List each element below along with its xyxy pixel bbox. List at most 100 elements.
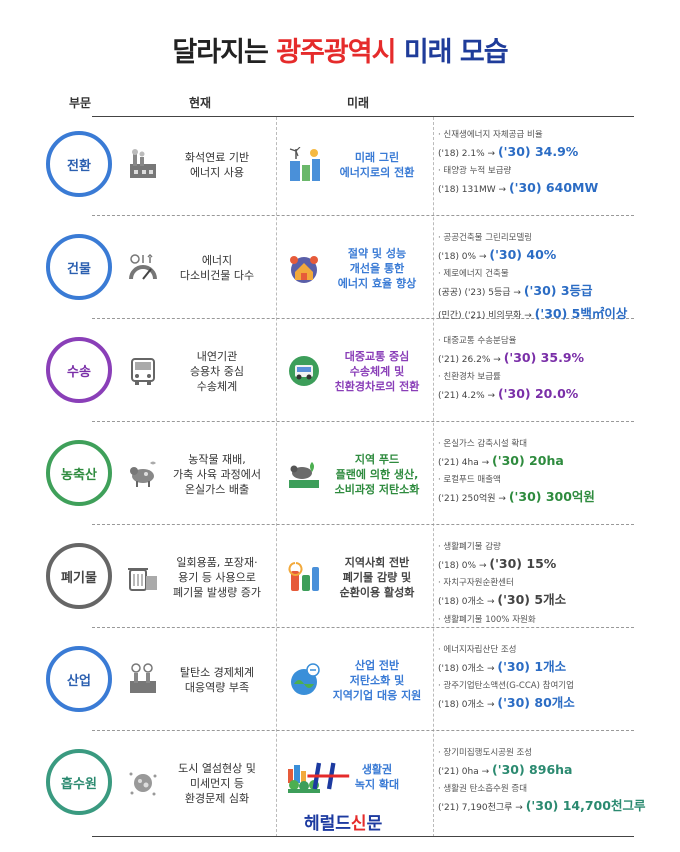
row-energy-transition: 전환 화석연료 기반 에너지 사용 미래 그린 에너지로의 전환 · 신재생에너… xyxy=(0,113,680,217)
stats-cell: · 공공건축물 그린리모델링 ('18) 0% → ('30) 40% · 제로… xyxy=(438,232,638,327)
header-divider xyxy=(92,116,634,117)
sector-badge: 건물 xyxy=(46,234,112,300)
current-cell: 화석연료 기반 에너지 사용 xyxy=(124,127,274,203)
stat-value: ('21) 7,190천그루 → ('30) 14,700천그루 xyxy=(438,798,646,813)
renewable-energy-icon xyxy=(289,147,320,181)
energy-gauge-icon xyxy=(129,253,157,280)
stat-label: · 친환경차 보급률 xyxy=(438,372,501,382)
title-part-2: 광주광역시 xyxy=(276,37,396,68)
sector-badge: 폐기물 xyxy=(46,543,112,609)
current-text: 도시 열섬현상 및 미세먼지 등 환경문제 심화 xyxy=(178,761,256,805)
title-part-3: 미래 모습 xyxy=(403,37,509,68)
column-divider xyxy=(276,117,277,837)
row-divider xyxy=(92,318,634,319)
sector-badge: 수송 xyxy=(46,337,112,403)
future-cell: 생활권 녹지 확대 xyxy=(282,739,432,815)
row-transport: 수송 내연기관 승용차 중심 수송체계 대중교통 중심 수송체계 및 친환경차로… xyxy=(0,319,680,423)
sector-badge: 산업 xyxy=(46,646,112,712)
future-cell: 산업 전반 저탄소화 및 지역기업 대응 지원 xyxy=(282,642,432,718)
stat-label: · 태양광 누적 보급량 xyxy=(438,166,512,176)
stats-cell: · 신재생에너지 자체공급 비율 ('18) 2.1% → ('30) 34.9… xyxy=(438,129,638,201)
current-cell: 농작물 재배, 가축 사육 과정에서 온실가스 배출 xyxy=(124,436,274,512)
bus-icon xyxy=(131,358,155,385)
stat-label: · 온실가스 감축시설 확대 xyxy=(438,439,528,449)
recycling-icon xyxy=(288,562,319,591)
future-text: 산업 전반 저탄소화 및 지역기업 대응 지원 xyxy=(332,658,422,702)
stat-value: ('18) 0개소 → ('30) 80개소 xyxy=(438,695,575,710)
sector-badge: 전환 xyxy=(46,131,112,197)
page-title: 달라지는 광주광역시 미래 모습 xyxy=(0,30,680,69)
future-cell: 미래 그린 에너지로의 전환 xyxy=(282,127,432,203)
herald-logo-text: 헤럴드신문 xyxy=(304,814,383,834)
stat-label: · 대중교통 수송분담율 xyxy=(438,336,517,346)
building-efficiency-icon xyxy=(290,256,318,283)
stat-value: ('21) 4ha → ('30) 20ha xyxy=(438,453,564,468)
future-cell: 대중교통 중심 수송체계 및 친환경차로의 전환 xyxy=(282,333,432,409)
stat-label: · 장기미집행도시공원 조성 xyxy=(438,748,533,758)
stat-label: · 자치구자원순환센터 xyxy=(438,578,514,588)
stat-value: ('18) 0개소 → ('30) 5개소 xyxy=(438,592,567,607)
future-text: 지역사회 전반 폐기물 감량 및 순환이용 활성화 xyxy=(339,555,415,599)
trash-icon xyxy=(128,568,157,591)
herald-logo-mark xyxy=(307,762,350,790)
current-text: 탈탄소 경제체계 대응역량 부족 xyxy=(179,666,255,694)
stat-value: (민간) ('21) 비의무화 → ('30) 5백㎡이상 xyxy=(438,306,628,321)
stat-label: · 생활폐기물 감량 xyxy=(438,542,501,552)
row-waste: 폐기물 일회용품, 포장재· 용기 등 사용으로 폐기물 발생량 증가 지역사회… xyxy=(0,525,680,629)
stat-value: ('18) 2.1% → ('30) 34.9% xyxy=(438,144,579,159)
low-carbon-icon xyxy=(291,663,320,695)
current-cell: 에너지 다소비건물 다수 xyxy=(124,230,274,306)
stats-cell: · 장기미집행도시공원 조성 ('21) 0ha → ('30) 896ha ·… xyxy=(438,747,646,819)
current-cell: 탈탄소 경제체계 대응역량 부족 xyxy=(124,642,274,718)
bottom-divider xyxy=(92,836,634,837)
future-text: 미래 그린 에너지로의 전환 xyxy=(339,151,415,179)
current-cell: 도시 열섬현상 및 미세먼지 등 환경문제 심화 xyxy=(124,745,274,821)
stat-label: · 제로에너지 건축물 xyxy=(438,269,509,279)
sector-badge: 농축산 xyxy=(46,440,112,506)
stat-value: ('18) 0% → ('30) 15% xyxy=(438,556,557,571)
row-divider xyxy=(92,524,634,525)
row-divider xyxy=(92,215,634,216)
current-text: 화석연료 기반 에너지 사용 xyxy=(184,151,250,179)
factory-icon xyxy=(130,149,156,178)
future-cell: 지역 푸드 플랜에 의한 생산, 소비과정 저탄소화 xyxy=(282,436,432,512)
stat-value: ('21) 26.2% → ('30) 35.9% xyxy=(438,350,585,365)
stat-value: ('18) 131MW → ('30) 640MW xyxy=(438,180,599,195)
row-divider xyxy=(92,627,634,628)
stat-value: ('18) 0개소 → ('30) 1개소 xyxy=(438,659,567,674)
stat-value: (공공) ('23) 5등급 → ('30) 3등급 xyxy=(438,283,593,298)
current-text: 농작물 재배, 가축 사육 과정에서 온실가스 배출 xyxy=(173,452,261,496)
future-text: 지역 푸드 플랜에 의한 생산, 소비과정 저탄소화 xyxy=(334,452,420,496)
stat-label: · 공공건축물 그린리모델링 xyxy=(438,233,533,243)
header-future: 미래 xyxy=(346,96,370,110)
stat-label: · 광주기업탄소액션(G-CCA) 참여기업 xyxy=(438,681,574,691)
header-sector: 부문 xyxy=(68,96,92,110)
stats-cell: · 온실가스 감축시설 확대 ('21) 4ha → ('30) 20ha · … xyxy=(438,438,638,510)
row-divider xyxy=(92,730,634,731)
stat-value: ('21) 0ha → ('30) 896ha xyxy=(438,762,573,777)
row-agriculture: 농축산 농작물 재배, 가축 사육 과정에서 온실가스 배출 지역 푸드 플랜에… xyxy=(0,422,680,526)
future-text: 대중교통 중심 수송체계 및 친환경차로의 전환 xyxy=(334,349,420,393)
row-carbon-sink: 흡수원 도시 열섬현상 및 미세먼지 등 환경문제 심화 생활권 녹지 확대 ·… xyxy=(0,731,680,835)
stat-label: · 에너지자립산단 조성 xyxy=(438,645,517,655)
industry-co2-icon xyxy=(130,663,156,693)
row-divider xyxy=(92,421,634,422)
column-divider xyxy=(433,117,434,837)
row-industry: 산업 탈탄소 경제체계 대응역량 부족 산업 전반 저탄소화 및 지역기업 대응… xyxy=(0,628,680,732)
future-cell: 지역사회 전반 폐기물 감량 및 순환이용 활성화 xyxy=(282,539,432,615)
stat-label: · 생활폐기물 100% 자원화 xyxy=(438,615,536,625)
current-cell: 내연기관 승용차 중심 수송체계 xyxy=(124,333,274,409)
current-text: 일회용품, 포장재· 용기 등 사용으로 폐기물 발생량 증가 xyxy=(173,555,261,599)
future-cell: 절약 및 성능 개선을 통한 에너지 효율 향상 xyxy=(282,230,432,306)
stats-cell: · 대중교통 수송분담율 ('21) 26.2% → ('30) 35.9% ·… xyxy=(438,335,638,407)
cow-icon xyxy=(130,461,156,487)
stat-label: · 생활권 탄소흡수원 증대 xyxy=(438,784,528,794)
future-text: 생활권 녹지 확대 xyxy=(354,763,400,791)
future-text: 절약 및 성능 개선을 통한 에너지 효율 향상 xyxy=(337,246,417,290)
current-cell: 일회용품, 포장재· 용기 등 사용으로 폐기물 발생량 증가 xyxy=(124,539,274,615)
title-part-1: 달라지는 xyxy=(172,37,268,68)
header-current: 현재 xyxy=(188,96,212,110)
stat-value: ('21) 4.2% → ('30) 20.0% xyxy=(438,386,579,401)
stat-label: · 로컬푸드 매출액 xyxy=(438,475,501,485)
sector-badge: 흡수원 xyxy=(46,749,112,815)
